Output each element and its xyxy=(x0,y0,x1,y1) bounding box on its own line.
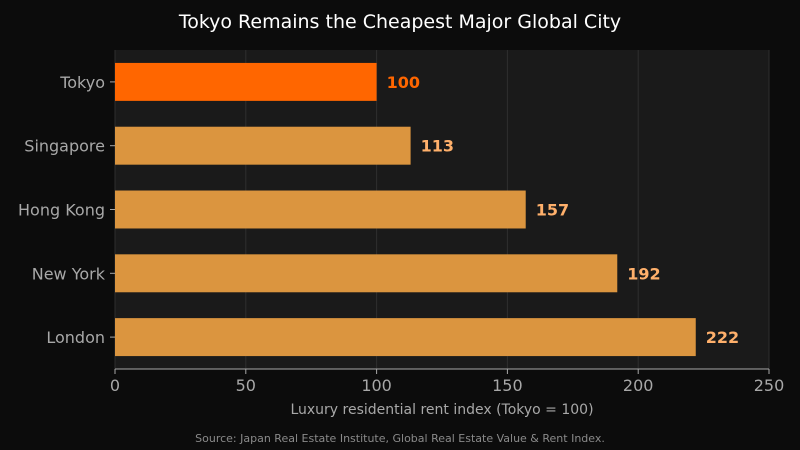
bar-london xyxy=(115,318,696,357)
x-axis: 0 50 100 150 200 250 xyxy=(110,368,785,395)
data-labels: 100 113 157 192 222 xyxy=(387,73,740,347)
data-label: 100 xyxy=(387,73,420,92)
chart-title: Tokyo Remains the Cheapest Major Global … xyxy=(178,11,622,33)
y-tick-label: London xyxy=(46,328,105,347)
data-label: 192 xyxy=(627,264,660,283)
data-label: 157 xyxy=(536,201,569,220)
data-label: 113 xyxy=(421,137,454,156)
x-tick-label: 250 xyxy=(754,376,785,395)
y-axis: Tokyo Singapore Hong Kong New York London xyxy=(18,73,115,347)
y-tick-label: New York xyxy=(32,264,106,283)
x-axis-label: Luxury residential rent index (Tokyo = 1… xyxy=(290,402,593,418)
bar-hong-kong xyxy=(115,190,526,229)
source-note: Source: Japan Real Estate Institute, Glo… xyxy=(195,432,605,445)
bar-new-york xyxy=(115,254,618,293)
y-tick-label: Hong Kong xyxy=(18,201,105,220)
x-tick-label: 200 xyxy=(623,376,654,395)
bars xyxy=(115,62,696,357)
x-tick-label: 0 xyxy=(110,376,120,395)
y-tick-label: Tokyo xyxy=(59,73,105,92)
y-tick-label: Singapore xyxy=(24,137,105,156)
x-tick-label: 100 xyxy=(361,376,392,395)
bar-tokyo xyxy=(115,62,377,101)
x-tick-label: 50 xyxy=(236,376,256,395)
bar-singapore xyxy=(115,126,411,165)
data-label: 222 xyxy=(706,328,739,347)
x-tick-label: 150 xyxy=(492,376,523,395)
